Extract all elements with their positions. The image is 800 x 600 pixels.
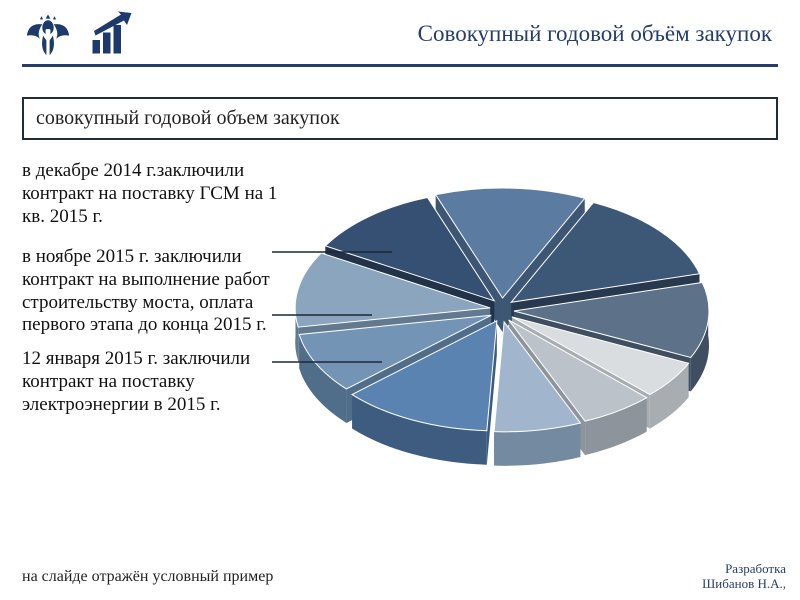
footnote-left: на слайде отражён условный пример	[22, 568, 282, 586]
subtitle-box: совокупный годовой объем закупок	[22, 97, 778, 140]
content-area: в декабре 2014 г.заключили контракт на п…	[22, 160, 778, 520]
footnote-right: Разработка Шибанов Н.А.,	[702, 562, 786, 592]
eagle-emblem-icon	[22, 8, 74, 60]
paragraph-2: в ноябре 2015 г. заключили контракт на в…	[22, 246, 292, 337]
bar-chart-growth-icon	[88, 10, 136, 58]
page-title: Совокупный годовой объём закупок	[150, 21, 778, 47]
footnote-right-line1: Разработка	[725, 561, 786, 576]
paragraph-3: 12 января 2015 г. заключили контракт на …	[22, 348, 292, 416]
pie-chart	[272, 170, 732, 490]
title-rule	[22, 64, 778, 67]
paragraph-1: в декабре 2014 г.заключили контракт на п…	[22, 160, 292, 228]
footnote-right-line2: Шибанов Н.А.,	[702, 576, 786, 591]
